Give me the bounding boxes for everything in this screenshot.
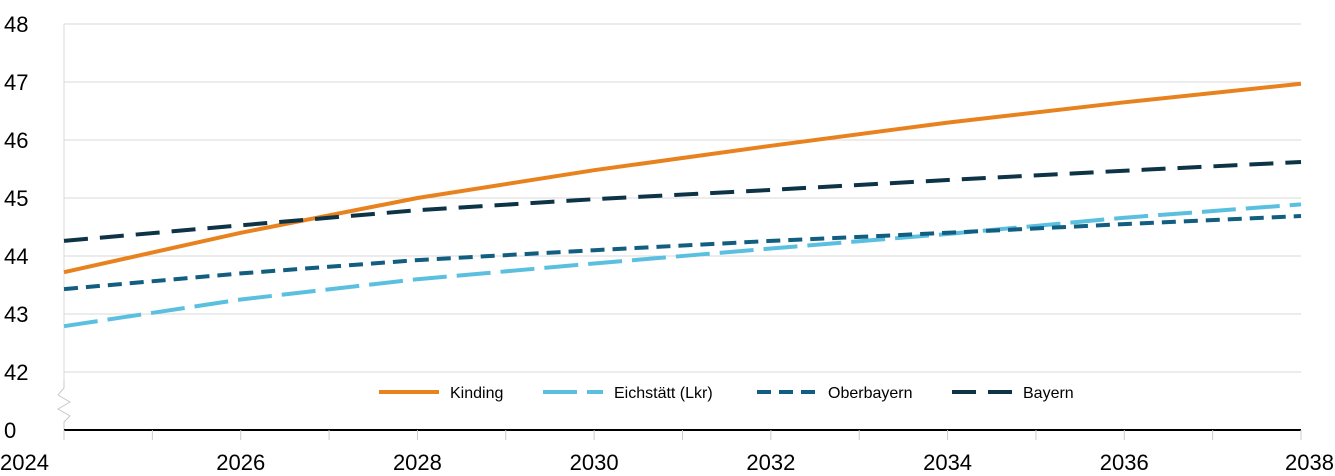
series-line-kinding [63,81,1302,275]
y-tick-label-44: 44 [4,244,28,269]
legend-label-bayern: Bayern [1023,385,1074,402]
series-layer [63,81,1302,329]
axes: 0 42 43 44 45 46 47 48 2024 2026 2028 2030 2032 2034 2… [0,12,1334,475]
x-tick-label-2038: 2038 [1285,450,1334,475]
series-line-bayern [63,160,1302,243]
x-tick-label-2032: 2032 [746,450,795,475]
legend: Kinding Eichstätt (Lkr) Oberbayern Bayern [379,385,1074,402]
grid-lines [64,23,1301,373]
series-line-eichstätt-lkr [63,202,1302,329]
legend-label-kinding: Kinding [450,385,503,402]
y-axis-break [57,380,71,430]
y-tick-label-0: 0 [4,418,16,443]
y-tick-label-48: 48 [4,12,28,37]
y-tick-label-42: 42 [4,360,28,385]
x-tick-label-2028: 2028 [393,450,442,475]
y-tick-label-47: 47 [4,70,28,95]
y-tick-label-46: 46 [4,128,28,153]
x-tick-label-2030: 2030 [570,450,619,475]
y-tick-label-45: 45 [4,186,28,211]
x-tick-label-2026: 2026 [216,450,265,475]
x-tick-label-2034: 2034 [923,450,972,475]
x-tick-label-2036: 2036 [1100,450,1149,475]
legend-label-eichstätt-lkr: Eichstätt (Lkr) [614,385,713,402]
series-line-oberbayern [63,214,1302,292]
x-tick-label-2024: 2024 [0,450,49,475]
legend-label-oberbayern: Oberbayern [828,385,913,402]
y-tick-label-43: 43 [4,302,28,327]
